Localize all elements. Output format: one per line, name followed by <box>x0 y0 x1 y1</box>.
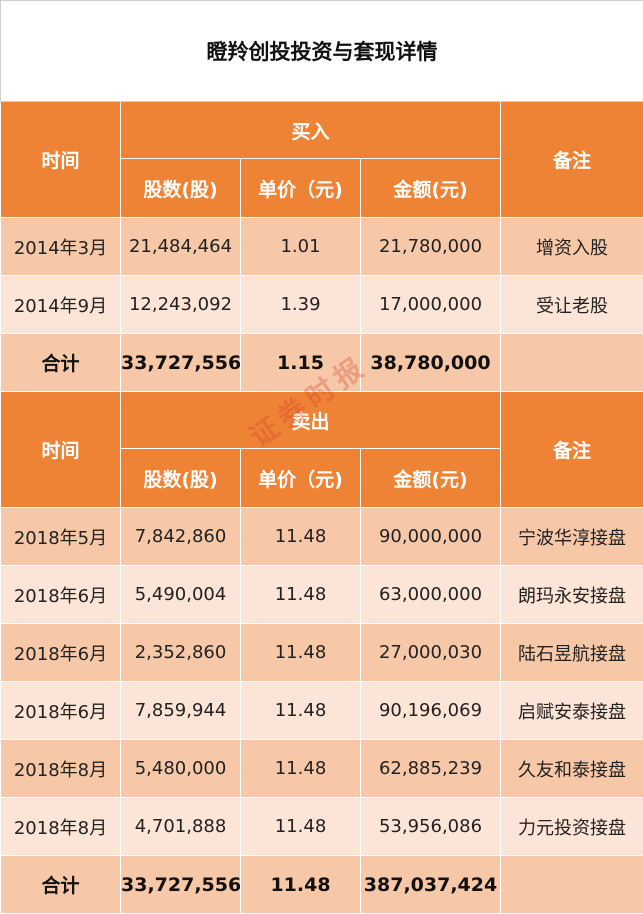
cell-time: 2018年6月 <box>1 624 121 682</box>
table-row: 2018年6月 7,859,944 11.48 90,196,069 启赋安泰接… <box>1 682 643 740</box>
cell-shares: 5,480,000 <box>121 740 241 798</box>
table-row: 2018年6月 2,352,860 11.48 27,000,030 陆石昱航接… <box>1 624 643 682</box>
table-row: 2018年6月 5,490,004 11.48 63,000,000 朗玛永安接… <box>1 566 643 624</box>
buy-header-shares: 股数(股) <box>121 159 241 218</box>
table-row: 2014年9月 12,243,092 1.39 17,000,000 受让老股 <box>1 276 643 334</box>
cell-amount: 27,000,030 <box>361 624 501 682</box>
total-row: 合计 33,727,556 1.15 38,780,000 <box>1 334 643 392</box>
cell-amount: 17,000,000 <box>361 276 501 334</box>
cell-shares: 12,243,092 <box>121 276 241 334</box>
cell-amount: 62,885,239 <box>361 740 501 798</box>
total-amount: 38,780,000 <box>361 334 501 392</box>
sell-header-group: 卖出 <box>121 392 501 449</box>
cell-shares: 4,701,888 <box>121 798 241 856</box>
total-amount: 387,037,424 <box>361 856 501 914</box>
total-note <box>501 334 643 392</box>
cell-shares: 2,352,860 <box>121 624 241 682</box>
buy-header-note: 备注 <box>501 102 643 218</box>
page-title: 瞪羚创投投资与套现详情 <box>1 1 643 102</box>
cell-amount: 90,000,000 <box>361 508 501 566</box>
buy-header-group: 买入 <box>121 102 501 159</box>
cell-note: 久友和泰接盘 <box>501 740 643 798</box>
cell-price: 11.48 <box>241 566 361 624</box>
cell-time: 2018年6月 <box>1 566 121 624</box>
cell-amount: 90,196,069 <box>361 682 501 740</box>
total-price: 11.48 <box>241 856 361 914</box>
total-row: 合计 33,727,556 11.48 387,037,424 <box>1 856 643 914</box>
cell-note: 朗玛永安接盘 <box>501 566 643 624</box>
sell-header-amount: 金额(元) <box>361 449 501 508</box>
table-row: 2018年5月 7,842,860 11.48 90,000,000 宁波华淳接… <box>1 508 643 566</box>
cell-price: 1.39 <box>241 276 361 334</box>
cell-price: 11.48 <box>241 740 361 798</box>
buy-header-amount: 金额(元) <box>361 159 501 218</box>
total-note <box>501 856 643 914</box>
total-label: 合计 <box>1 334 121 392</box>
cell-price: 11.48 <box>241 798 361 856</box>
cell-note: 陆石昱航接盘 <box>501 624 643 682</box>
cell-price: 11.48 <box>241 508 361 566</box>
sell-header-note: 备注 <box>501 392 643 508</box>
total-price: 1.15 <box>241 334 361 392</box>
cell-time: 2018年8月 <box>1 740 121 798</box>
cell-shares: 7,859,944 <box>121 682 241 740</box>
sell-header-time: 时间 <box>1 392 121 508</box>
sell-header-shares: 股数(股) <box>121 449 241 508</box>
cell-shares: 21,484,464 <box>121 218 241 276</box>
table-row: 2014年3月 21,484,464 1.01 21,780,000 增资入股 <box>1 218 643 276</box>
total-label: 合计 <box>1 856 121 914</box>
buy-header-price: 单价（元) <box>241 159 361 218</box>
cell-amount: 63,000,000 <box>361 566 501 624</box>
cell-note: 力元投资接盘 <box>501 798 643 856</box>
cell-amount: 21,780,000 <box>361 218 501 276</box>
cell-time: 2018年8月 <box>1 798 121 856</box>
table-row: 2018年8月 4,701,888 11.48 53,956,086 力元投资接… <box>1 798 643 856</box>
cell-price: 11.48 <box>241 682 361 740</box>
cell-time: 2014年9月 <box>1 276 121 334</box>
table-row: 2018年8月 5,480,000 11.48 62,885,239 久友和泰接… <box>1 740 643 798</box>
cell-price: 1.01 <box>241 218 361 276</box>
cell-price: 11.48 <box>241 624 361 682</box>
cell-time: 2018年5月 <box>1 508 121 566</box>
cell-note: 增资入股 <box>501 218 643 276</box>
cell-amount: 53,956,086 <box>361 798 501 856</box>
cell-shares: 5,490,004 <box>121 566 241 624</box>
cell-shares: 7,842,860 <box>121 508 241 566</box>
buy-header-time: 时间 <box>1 102 121 218</box>
cell-time: 2014年3月 <box>1 218 121 276</box>
cell-time: 2018年6月 <box>1 682 121 740</box>
cell-note: 宁波华淳接盘 <box>501 508 643 566</box>
cell-note: 启赋安泰接盘 <box>501 682 643 740</box>
sell-header-price: 单价（元) <box>241 449 361 508</box>
total-shares: 33,727,556 <box>121 334 241 392</box>
total-shares: 33,727,556 <box>121 856 241 914</box>
cell-note: 受让老股 <box>501 276 643 334</box>
